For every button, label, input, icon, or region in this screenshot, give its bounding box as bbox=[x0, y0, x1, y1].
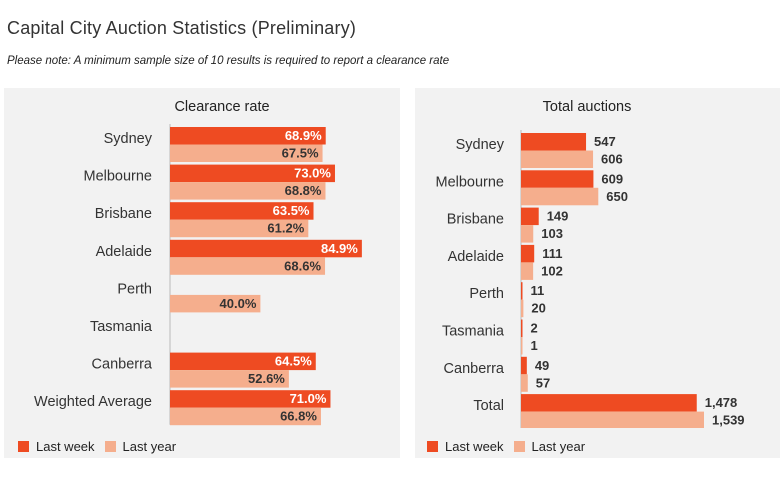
bar-last-week-brisbane bbox=[521, 207, 539, 226]
bar-last-year-melbourne bbox=[521, 187, 599, 206]
data-label-last-year-adelaide: 102 bbox=[541, 263, 563, 278]
data-label-last-year-weighted-average: 66.8% bbox=[280, 409, 317, 424]
total-auctions-chart-panel: Total auctions Sydney 547 606 Melbourne 609 65… bbox=[415, 88, 780, 458]
bar-last-week-canberra bbox=[521, 356, 527, 375]
data-label-last-week-adelaide: 111 bbox=[542, 246, 562, 261]
data-label-last-year-adelaide: 68.6% bbox=[284, 258, 321, 273]
bar-last-year-adelaide bbox=[170, 257, 326, 275]
bar-last-year-weighted-average bbox=[170, 407, 321, 426]
data-label-last-year-canberra: 52.6% bbox=[248, 371, 285, 386]
page-note: Please note: A minimum sample size of 10… bbox=[7, 55, 450, 67]
legend-label-last-week: Last week bbox=[36, 439, 95, 454]
bar-last-week-total bbox=[521, 394, 697, 412]
bar-last-week-melbourne bbox=[521, 170, 594, 188]
category-label-sydney: Sydney bbox=[104, 131, 153, 147]
total-auctions-chart: Total auctions Sydney 547 606 Melbourne 609 65… bbox=[435, 99, 745, 428]
data-label-last-year-canberra: 57 bbox=[536, 375, 550, 390]
category-label-canberra: Canberra bbox=[444, 361, 505, 377]
bar-last-week-melbourne bbox=[170, 164, 335, 183]
category-label-sydney: Sydney bbox=[456, 137, 505, 153]
bar-last-year-sydney bbox=[170, 144, 323, 162]
data-label-last-week-sydney: 547 bbox=[594, 134, 616, 149]
bar-last-year-canberra bbox=[521, 374, 528, 392]
data-label-last-week-weighted-average: 71.0% bbox=[290, 391, 327, 406]
bar-last-year-perth bbox=[170, 294, 261, 313]
bar-last-year-total bbox=[521, 411, 704, 428]
bar-last-week-sydney bbox=[170, 127, 326, 145]
data-label-last-week-melbourne: 609 bbox=[601, 171, 623, 186]
category-label-tasmania: Tasmania bbox=[442, 324, 505, 340]
bar-last-week-weighted-average bbox=[170, 390, 331, 408]
bar-last-year-brisbane bbox=[521, 225, 534, 243]
bar-last-week-canberra bbox=[170, 352, 316, 371]
bar-last-week-tasmania bbox=[521, 319, 523, 337]
bar-last-year-melbourne bbox=[170, 182, 326, 200]
data-label-last-week-canberra: 64.5% bbox=[275, 354, 312, 369]
bar-last-year-canberra bbox=[170, 370, 289, 388]
category-label-brisbane: Brisbane bbox=[447, 212, 504, 228]
data-label-last-year-tasmania: 1 bbox=[531, 338, 538, 353]
category-label-brisbane: Brisbane bbox=[95, 206, 152, 222]
category-label-tasmania: Tasmania bbox=[90, 319, 153, 335]
data-label-last-week-brisbane: 149 bbox=[547, 209, 569, 224]
bar-last-week-adelaide bbox=[521, 244, 535, 263]
category-label-perth: Perth bbox=[117, 281, 152, 297]
data-label-last-week-melbourne: 73.0% bbox=[294, 166, 331, 181]
data-label-last-year-melbourne: 68.8% bbox=[285, 183, 322, 198]
category-label-adelaide: Adelaide bbox=[448, 249, 504, 265]
data-label-last-year-total: 1,539 bbox=[712, 413, 745, 428]
data-label-last-year-sydney: 67.5% bbox=[282, 146, 319, 161]
data-label-last-week-sydney: 68.9% bbox=[285, 128, 322, 143]
category-label-perth: Perth bbox=[469, 286, 504, 302]
category-label-melbourne: Melbourne bbox=[435, 174, 504, 190]
bar-last-year-adelaide bbox=[521, 262, 534, 280]
category-label-total: Total bbox=[473, 398, 504, 414]
bar-last-week-brisbane bbox=[170, 202, 314, 220]
chart-title: Total auctions bbox=[543, 99, 632, 115]
data-label-last-week-tasmania: 2 bbox=[531, 321, 538, 336]
bar-last-week-perth bbox=[521, 282, 523, 300]
data-label-last-year-melbourne: 650 bbox=[606, 189, 628, 204]
page-title: Capital City Auction Statistics (Prelimi… bbox=[7, 18, 357, 38]
legend-label-last-year: Last year bbox=[531, 439, 586, 454]
chart-title: Clearance rate bbox=[174, 99, 269, 115]
bar-last-year-perth bbox=[521, 299, 524, 318]
total-auctions-legend: Last week Last year bbox=[427, 439, 595, 454]
data-label-last-week-adelaide: 84.9% bbox=[321, 241, 358, 256]
clearance-rate-legend: Last week Last year bbox=[18, 439, 186, 454]
category-label-melbourne: Melbourne bbox=[83, 169, 152, 185]
clearance-rate-chart: Clearance rate Sydney 68.9% 67.5% Melbourne 7… bbox=[34, 99, 362, 426]
data-label-last-week-brisbane: 63.5% bbox=[273, 203, 310, 218]
bar-last-week-adelaide bbox=[170, 239, 362, 258]
bar-last-year-brisbane bbox=[170, 219, 309, 238]
data-label-last-week-perth: 11 bbox=[531, 283, 545, 298]
legend-swatch-last-week bbox=[18, 441, 29, 452]
legend-swatch-last-year bbox=[104, 441, 116, 452]
category-label-canberra: Canberra bbox=[92, 357, 153, 373]
data-label-last-year-brisbane: 103 bbox=[541, 226, 563, 241]
bar-last-year-tasmania bbox=[521, 337, 523, 355]
data-label-last-week-canberra: 49 bbox=[535, 358, 549, 373]
bar-last-week-sydney bbox=[521, 133, 587, 151]
legend-label-last-week: Last week bbox=[445, 439, 504, 454]
data-label-last-year-brisbane: 61.2% bbox=[267, 221, 304, 236]
category-label-adelaide: Adelaide bbox=[96, 244, 152, 260]
clearance-rate-chart-panel: Clearance rate Sydney 68.9% 67.5% Melbourne 7… bbox=[4, 88, 400, 458]
data-label-last-year-perth: 20 bbox=[531, 301, 545, 316]
legend-label-last-year: Last year bbox=[122, 439, 177, 454]
category-label-weighted-average: Weighted Average bbox=[34, 394, 152, 410]
data-label-last-year-sydney: 606 bbox=[601, 152, 623, 167]
bar-last-year-sydney bbox=[521, 150, 594, 168]
data-label-last-year-perth: 40.0% bbox=[220, 296, 257, 311]
legend-swatch-last-week bbox=[427, 441, 438, 452]
data-label-last-week-total: 1,478 bbox=[705, 395, 738, 410]
legend-swatch-last-year bbox=[513, 441, 525, 452]
